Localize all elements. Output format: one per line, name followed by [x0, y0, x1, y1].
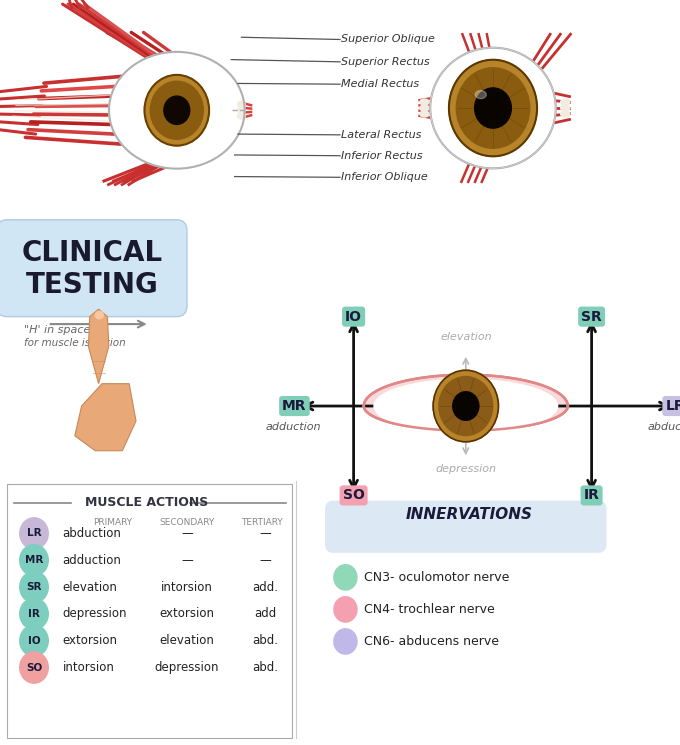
FancyBboxPatch shape — [0, 220, 187, 317]
Circle shape — [334, 629, 357, 654]
Circle shape — [475, 88, 511, 128]
Circle shape — [20, 545, 48, 576]
Polygon shape — [88, 309, 109, 384]
Text: SR: SR — [581, 310, 602, 323]
Text: adduction: adduction — [63, 554, 122, 567]
Circle shape — [334, 565, 357, 590]
Text: abd.: abd. — [252, 634, 278, 647]
Text: PRIMARY: PRIMARY — [92, 519, 132, 527]
Text: intorsion: intorsion — [63, 661, 114, 674]
Ellipse shape — [150, 81, 203, 139]
FancyBboxPatch shape — [7, 484, 292, 738]
Circle shape — [334, 597, 357, 622]
Text: add.: add. — [252, 580, 278, 594]
Ellipse shape — [164, 96, 190, 124]
Polygon shape — [75, 384, 136, 451]
Text: LR: LR — [27, 528, 41, 539]
Text: —: — — [181, 527, 193, 540]
Text: Inferior Rectus: Inferior Rectus — [341, 150, 423, 161]
Ellipse shape — [560, 105, 570, 111]
Ellipse shape — [430, 48, 556, 168]
Text: TERTIARY: TERTIARY — [241, 519, 283, 527]
Circle shape — [20, 625, 48, 656]
Ellipse shape — [374, 379, 558, 433]
Text: IR: IR — [583, 489, 600, 502]
Text: Inferior Oblique: Inferior Oblique — [341, 172, 428, 183]
Text: MUSCLE ACTIONS: MUSCLE ACTIONS — [85, 496, 208, 510]
Text: "H' in space": "H' in space" — [24, 325, 95, 335]
Text: abduction: abduction — [647, 422, 680, 432]
Text: adduction: adduction — [266, 422, 322, 432]
Text: Superior Rectus: Superior Rectus — [341, 57, 430, 67]
Text: CN6- abducens nerve: CN6- abducens nerve — [364, 635, 499, 648]
Text: elevation: elevation — [440, 332, 492, 343]
Text: Lateral Rectus: Lateral Rectus — [341, 130, 422, 140]
Text: depression: depression — [63, 607, 127, 621]
Text: add: add — [254, 607, 276, 621]
Text: intorsion: intorsion — [161, 580, 213, 594]
Text: for muscle isolation: for muscle isolation — [24, 337, 126, 348]
Text: CN4- trochlear nerve: CN4- trochlear nerve — [364, 603, 494, 616]
Circle shape — [20, 652, 48, 683]
Circle shape — [20, 598, 48, 630]
Circle shape — [433, 370, 498, 442]
Ellipse shape — [420, 105, 429, 111]
Ellipse shape — [144, 74, 209, 146]
Text: LR: LR — [666, 399, 680, 413]
Circle shape — [449, 60, 537, 156]
Text: Superior Oblique: Superior Oblique — [341, 34, 435, 45]
Circle shape — [456, 68, 530, 148]
Text: —: — — [259, 554, 271, 567]
Ellipse shape — [475, 91, 486, 98]
Text: abduction: abduction — [63, 527, 122, 540]
Text: elevation: elevation — [160, 634, 214, 647]
FancyBboxPatch shape — [325, 501, 607, 553]
Text: —: — — [181, 554, 193, 567]
Text: CN3- oculomotor nerve: CN3- oculomotor nerve — [364, 571, 509, 584]
Text: MR: MR — [282, 399, 307, 413]
Ellipse shape — [237, 113, 245, 119]
Text: INNERVATIONS: INNERVATIONS — [406, 507, 532, 522]
Text: SO: SO — [26, 662, 42, 673]
Text: IR: IR — [28, 609, 40, 619]
Ellipse shape — [420, 99, 429, 105]
Text: SR: SR — [27, 582, 41, 592]
Text: abd.: abd. — [252, 661, 278, 674]
Text: depression: depression — [435, 463, 496, 474]
Circle shape — [439, 376, 493, 436]
Ellipse shape — [560, 99, 570, 105]
Ellipse shape — [560, 111, 570, 117]
Text: —: — — [259, 527, 271, 540]
Ellipse shape — [237, 101, 245, 107]
Polygon shape — [364, 375, 568, 431]
Ellipse shape — [420, 111, 429, 117]
Text: Medial Rectus: Medial Rectus — [341, 79, 420, 89]
Text: IO: IO — [28, 635, 40, 646]
Text: SECONDARY: SECONDARY — [159, 519, 215, 527]
Circle shape — [20, 571, 48, 603]
Ellipse shape — [109, 52, 245, 168]
Text: SO: SO — [343, 489, 364, 502]
Text: extorsion: extorsion — [160, 607, 214, 621]
Text: CLINICAL: CLINICAL — [21, 239, 163, 267]
Text: depression: depression — [155, 661, 219, 674]
Text: IO: IO — [345, 310, 362, 323]
Text: elevation: elevation — [63, 580, 118, 594]
Circle shape — [453, 392, 479, 420]
Text: MR: MR — [24, 555, 44, 565]
Text: extorsion: extorsion — [63, 634, 118, 647]
Circle shape — [20, 518, 48, 549]
Text: TESTING: TESTING — [25, 270, 158, 299]
Ellipse shape — [237, 107, 245, 113]
Ellipse shape — [95, 311, 103, 319]
